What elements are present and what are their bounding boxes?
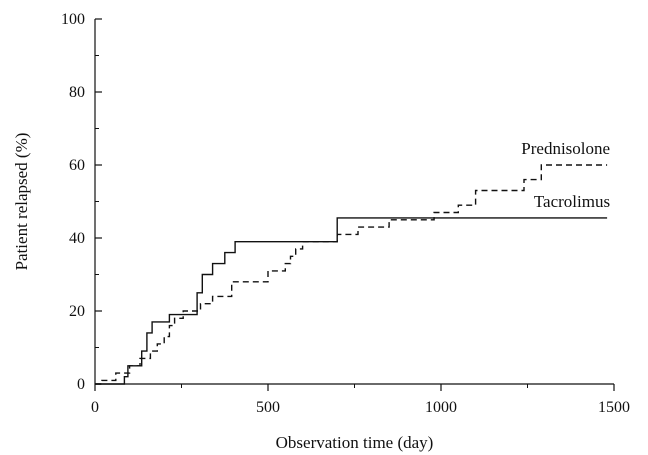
series-line-tacrolimus	[95, 217, 608, 385]
y-tick-label: 80	[69, 84, 85, 101]
y-tick-label: 20	[69, 303, 85, 320]
y-tick-label: 100	[61, 11, 85, 28]
chart-labels-layer: Observation time (day) Patient relapsed (…	[12, 133, 610, 452]
y-axis-label: Patient relapsed (%)	[12, 133, 31, 271]
x-tick-label: 0	[91, 399, 99, 416]
chart-series-layer	[95, 164, 608, 385]
y-tick-label: 0	[77, 376, 85, 393]
series-label-tacrolimus: Tacrolimus	[534, 192, 610, 211]
x-axis-label: Observation time (day)	[276, 433, 434, 452]
series-label-prednisolone: Prednisolone	[521, 139, 610, 158]
series-line-prednisolone	[95, 164, 608, 385]
y-tick-label: 60	[69, 157, 85, 174]
x-tick-label: 500	[256, 399, 280, 416]
x-tick-label: 1000	[425, 399, 457, 416]
y-tick-label: 40	[69, 230, 85, 247]
x-tick-label: 1500	[598, 399, 630, 416]
